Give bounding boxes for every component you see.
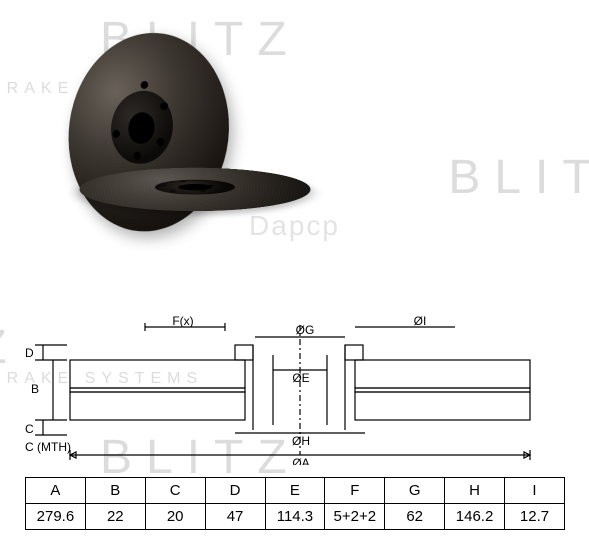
label-phiG: ØG bbox=[296, 323, 315, 337]
label-B: B bbox=[31, 382, 39, 396]
val-G: 62 bbox=[385, 504, 445, 530]
center-watermark: Dapcp bbox=[249, 210, 340, 242]
val-H: 146.2 bbox=[445, 504, 505, 530]
label-D: D bbox=[25, 346, 34, 360]
col-D: D bbox=[205, 478, 265, 504]
val-A: 279.6 bbox=[26, 504, 86, 530]
val-B: 22 bbox=[85, 504, 145, 530]
dimension-table: A B C D E F G H I 279.6 22 20 47 114.3 5… bbox=[25, 477, 565, 530]
col-I: I bbox=[505, 478, 565, 504]
col-G: G bbox=[385, 478, 445, 504]
val-C: 20 bbox=[145, 504, 205, 530]
label-C: C bbox=[25, 422, 34, 436]
val-F: 5+2+2 bbox=[325, 504, 385, 530]
product-photo bbox=[60, 30, 530, 310]
table-row: 279.6 22 20 47 114.3 5+2+2 62 146.2 12.7 bbox=[26, 504, 565, 530]
label-phiH: ØH bbox=[292, 434, 310, 448]
col-H: H bbox=[445, 478, 505, 504]
col-F: F bbox=[325, 478, 385, 504]
val-E: 114.3 bbox=[265, 504, 325, 530]
label-phiA: ØA bbox=[292, 456, 309, 465]
col-C: C bbox=[145, 478, 205, 504]
label-phiI: ØI bbox=[414, 315, 427, 328]
col-E: E bbox=[265, 478, 325, 504]
label-C-MTH: C (MTH) bbox=[25, 440, 71, 454]
col-A: A bbox=[26, 478, 86, 504]
val-I: 12.7 bbox=[505, 504, 565, 530]
label-phiE: ØE bbox=[292, 371, 309, 385]
label-Fx: F(x) bbox=[172, 315, 193, 328]
watermark-brand-left: BLITZ bbox=[0, 320, 21, 375]
col-B: B bbox=[85, 478, 145, 504]
val-D: 47 bbox=[205, 504, 265, 530]
technical-diagram: D B C C (MTH) F(x) ØG ØI ØE ØH ØA bbox=[25, 315, 565, 465]
table-header-row: A B C D E F G H I bbox=[26, 478, 565, 504]
